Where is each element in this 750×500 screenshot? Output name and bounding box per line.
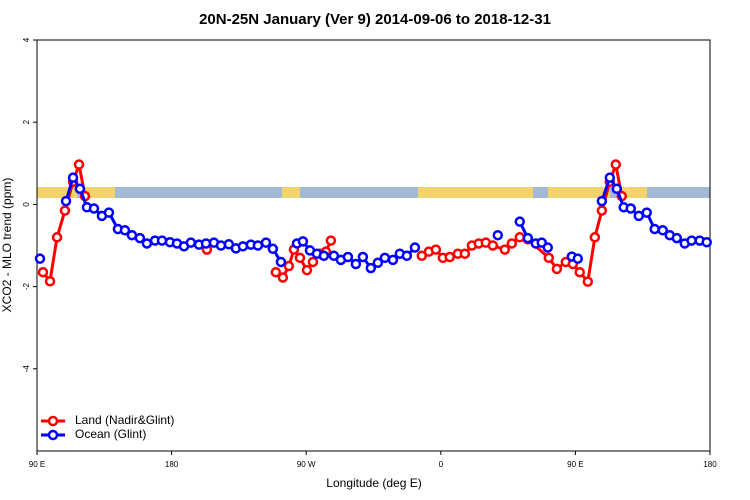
data-point <box>671 232 683 244</box>
data-point <box>387 254 399 266</box>
data-point <box>514 216 526 227</box>
data-point <box>73 159 85 170</box>
legend-label: Land (Nadir&Glint) <box>75 413 174 427</box>
data-point <box>283 260 295 272</box>
data-point <box>301 264 313 276</box>
data-point <box>492 229 504 241</box>
data-point <box>325 235 337 246</box>
data-point <box>215 240 227 251</box>
x-tick-label: 180 <box>165 460 179 469</box>
data-point <box>88 203 100 214</box>
data-point <box>641 207 652 218</box>
y-tick-label: 4 <box>22 37 31 42</box>
x-tick-label: 90 W <box>297 460 316 469</box>
map-strip <box>37 187 710 198</box>
data-point <box>51 232 63 243</box>
data-point <box>294 252 306 264</box>
data-point <box>67 172 79 183</box>
data-point <box>401 250 413 262</box>
data-point <box>60 195 72 207</box>
data-point <box>185 237 197 248</box>
data-point <box>260 237 272 248</box>
data-point <box>582 276 594 287</box>
y-tick-label: -2 <box>22 282 31 290</box>
data-point <box>156 235 168 246</box>
data-point <box>37 266 49 278</box>
data-point <box>119 225 131 236</box>
data-point <box>134 232 146 244</box>
data-point <box>589 232 601 243</box>
data-point <box>350 258 362 270</box>
x-tick-label: 90 E <box>29 460 45 469</box>
data-point <box>522 232 534 244</box>
data-point <box>372 257 384 269</box>
data-point <box>499 244 511 255</box>
legend-marker <box>47 429 59 441</box>
y-tick-label: 2 <box>22 119 31 124</box>
data-point <box>252 240 264 251</box>
data-point <box>611 183 623 195</box>
data-point <box>307 256 319 268</box>
data-point <box>430 244 442 255</box>
data-point <box>542 242 553 253</box>
x-tick-label: 180 <box>703 460 717 469</box>
data-point <box>74 183 86 195</box>
data-point <box>237 241 249 252</box>
data-point <box>625 203 636 214</box>
data-point <box>267 243 279 255</box>
x-tick-label: 0 <box>439 460 444 469</box>
x-axis-label: Longitude (deg E) <box>326 476 421 490</box>
data-point <box>409 242 421 253</box>
data-point <box>379 252 391 264</box>
data-point <box>297 236 309 247</box>
series-line <box>41 163 624 284</box>
chart-title: 20N-25N January (Ver 9) 2014-09-06 to 20… <box>199 11 551 28</box>
data-point <box>610 159 622 170</box>
data-point <box>365 262 377 274</box>
data-point <box>275 256 287 268</box>
data-point <box>34 253 46 264</box>
data-point <box>701 236 712 248</box>
data-point <box>270 266 282 278</box>
data-point <box>657 225 668 236</box>
data-point <box>459 248 471 259</box>
x-tick-label: 90 E <box>567 460 583 469</box>
data-point <box>596 195 608 207</box>
data-point <box>551 263 563 275</box>
data-point <box>342 251 354 263</box>
data-point <box>59 205 71 216</box>
data-point <box>604 172 616 183</box>
data-point <box>543 252 555 264</box>
data-point <box>103 207 115 218</box>
data-point <box>357 251 369 263</box>
data-point <box>649 223 660 235</box>
y-axis-label: XCO2 - MLO trend (ppm) <box>0 178 14 313</box>
data-point <box>686 235 697 246</box>
data-point <box>487 240 499 251</box>
y-tick-label: 0 <box>22 202 31 207</box>
legend-label: Ocean (Glint) <box>75 427 146 441</box>
data-point <box>277 272 289 283</box>
data-point <box>514 232 526 243</box>
data-point <box>44 276 56 287</box>
data-point <box>141 238 153 249</box>
y-tick-label: -4 <box>22 365 31 373</box>
data-point <box>444 251 456 263</box>
data-point <box>506 238 518 249</box>
legend-marker <box>47 415 59 427</box>
plot-frame <box>36 39 711 452</box>
data-point <box>574 266 585 278</box>
data-point <box>572 253 584 264</box>
data-point <box>596 205 608 216</box>
data-point <box>318 250 330 262</box>
